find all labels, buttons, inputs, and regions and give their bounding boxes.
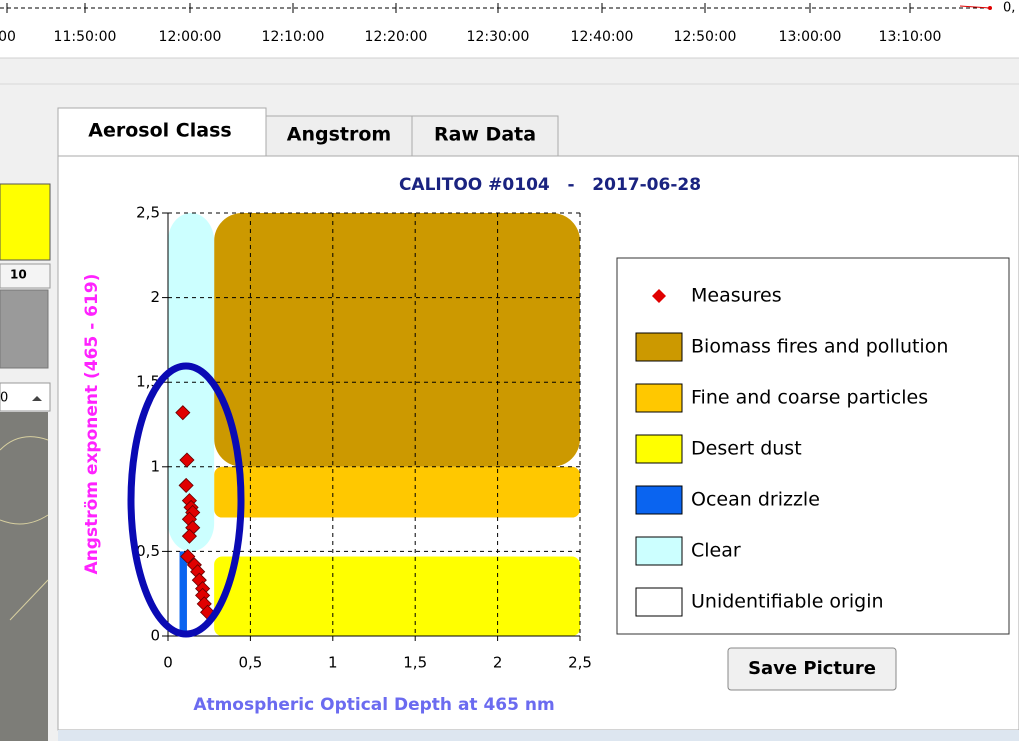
spinner-value: 0 [0,391,8,406]
timeline-trace [959,5,991,9]
timeline-right-label: 0, [1003,1,1015,16]
point [175,405,191,421]
x-tick-label: 2 [493,654,503,672]
x-tick-label: 0 [163,654,173,672]
timeline-area [0,0,1019,58]
field-header [0,263,51,289]
timeline-label: 12:40:00 [571,29,634,45]
x-tick-label: 2,5 [568,654,592,672]
legend-swatch [635,485,683,515]
tab-label[interactable]: Angstrom [287,124,391,146]
color-box [0,183,51,261]
y-tick-label: 2,5 [136,204,160,222]
timeline-label: 13:00:00 [779,29,842,45]
timeline-label: 12:20:00 [365,29,428,45]
point [178,477,194,493]
timeline-label: 12:30:00 [467,29,530,45]
timeline-label: 13:10:00 [879,29,942,45]
region [214,213,581,467]
region [214,556,581,636]
spinner[interactable] [0,382,51,412]
y-tick-label: 2 [150,288,160,306]
legend-label: Measures [691,285,782,307]
region [214,466,581,518]
legend-label: Unidentifiable origin [691,591,884,613]
status-strip [58,730,1019,741]
timeline-label: 00 [0,29,16,45]
tab[interactable] [265,115,413,157]
x-tick-label: 1 [328,654,338,672]
x-axis-label: Atmospheric Optical Depth at 465 nm [193,695,554,715]
y-tick-label: 1 [150,457,160,475]
image-detail [0,436,49,621]
legend-label: Clear [691,540,741,562]
timeline-point [988,6,992,10]
legend-swatch [635,434,683,464]
legend-swatch [635,536,683,566]
point [179,452,195,468]
timeline-label: 12:10:00 [262,29,325,45]
timeline-labels: 00 11:50:00 12:00:00 12:10:00 12:20:00 12:30:… [0,3,941,45]
timeline-label: 12:50:00 [674,29,737,45]
x-tick-label: 0,5 [238,654,262,672]
spinner-up[interactable] [32,396,42,401]
highlight-ellipse [127,362,245,638]
y-axis-label: Angström exponent (465 - 619) [82,274,102,575]
plot: 0 0,5 1 1,5 2 2,500,511,522,5 [127,204,592,672]
tab[interactable] [57,107,267,157]
legend-label: Desert dust [691,438,802,460]
point [181,528,197,544]
legend-swatch [635,587,683,617]
legend-swatch [635,383,683,413]
legend-label: Biomass fires and pollution [691,336,948,358]
legend-label: Fine and coarse particles [691,387,928,409]
tab[interactable] [411,115,559,157]
point [180,548,196,565]
tab-label[interactable]: Aerosol Class [88,120,231,142]
legend-items: Measures Biomass fires and pollution Fine … [635,285,948,617]
timeline-label: 11:50:00 [54,29,117,45]
x-tick-label: 1,5 [403,654,427,672]
field [0,289,49,369]
chart-title: CALITOO #0104 - 2017-06-28 [399,175,701,195]
timeline-label: 12:00:00 [159,29,222,45]
legend-swatch [635,332,683,362]
satellite-image [0,412,48,741]
y-tick-label: 0 [150,627,160,645]
save-button-label[interactable]: Save Picture [748,658,876,679]
tab-label[interactable]: Raw Data [434,124,536,146]
region [179,551,187,636]
save-button[interactable] [727,647,897,691]
y-tick-label: 0,5 [136,542,160,560]
legend-label: Ocean drizzle [691,489,820,511]
legend-marker [652,289,666,303]
field-label: 10 [10,268,27,282]
